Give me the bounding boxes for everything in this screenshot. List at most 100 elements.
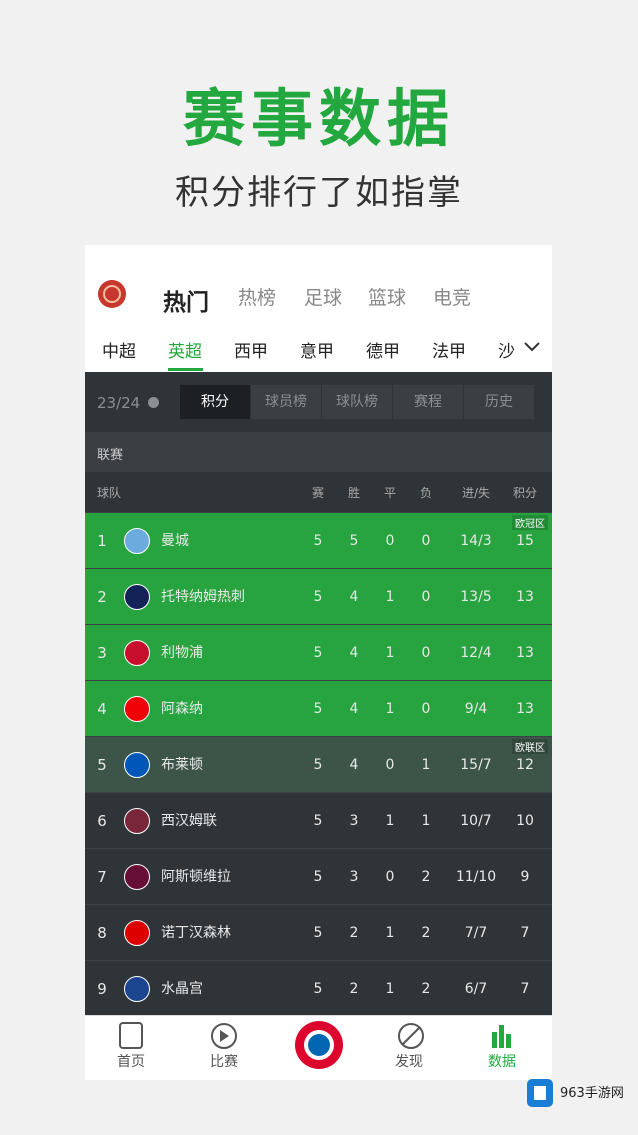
stat-drawn: 1 bbox=[385, 589, 395, 605]
expand-icon[interactable] bbox=[523, 340, 541, 354]
top-tab[interactable]: 电竞 bbox=[433, 287, 472, 309]
stat-points: 13 bbox=[516, 645, 534, 661]
center-badge[interactable] bbox=[294, 1020, 344, 1070]
league-tab[interactable]: 西甲 bbox=[234, 342, 268, 362]
team-name: 水晶宫 bbox=[161, 981, 203, 997]
stat-goals: 15/7 bbox=[460, 757, 492, 773]
team-logo bbox=[124, 752, 150, 778]
stat-drawn: 1 bbox=[385, 701, 395, 717]
rank: 9 bbox=[97, 980, 107, 998]
team-logo bbox=[124, 640, 150, 666]
stat-lost: 1 bbox=[421, 813, 431, 829]
season-check bbox=[148, 397, 159, 408]
stat-drawn: 1 bbox=[385, 981, 395, 997]
standings-row[interactable]: 9 水晶宫 5 2 1 2 6/7 7 bbox=[85, 960, 552, 1017]
team-logo bbox=[124, 976, 150, 1002]
stat-played: 5 bbox=[313, 869, 323, 885]
stat-goals: 14/3 bbox=[460, 533, 492, 549]
league-tab[interactable]: 法甲 bbox=[432, 342, 466, 362]
stat-lost: 0 bbox=[421, 533, 431, 549]
league-tab[interactable]: 英超 bbox=[168, 342, 202, 362]
top-tab[interactable]: 足球 bbox=[304, 287, 343, 309]
stat-lost: 0 bbox=[421, 645, 431, 661]
app-logo bbox=[98, 280, 126, 308]
stat-goals: 9/4 bbox=[464, 701, 488, 717]
stat-goals: 10/7 bbox=[460, 813, 492, 829]
stat-lost: 2 bbox=[421, 925, 431, 941]
stat-played: 5 bbox=[313, 645, 323, 661]
column-header: 球队 bbox=[97, 486, 122, 500]
top-tab[interactable]: 热门 bbox=[163, 290, 209, 316]
stat-won: 4 bbox=[349, 589, 359, 605]
stat-won: 4 bbox=[349, 757, 359, 773]
stat-lost: 2 bbox=[421, 981, 431, 997]
standings-row[interactable]: 3 利物浦 5 4 1 0 12/4 13 bbox=[85, 624, 552, 681]
nav-label[interactable]: 数据 bbox=[488, 1054, 516, 1070]
rank: 8 bbox=[97, 924, 107, 942]
stat-lost: 2 bbox=[421, 869, 431, 885]
sub-tab[interactable]: 球队榜 bbox=[322, 385, 392, 419]
rank: 3 bbox=[97, 644, 107, 662]
stat-points: 13 bbox=[516, 701, 534, 717]
standings-panel: 23/24 积分 球员榜 球队榜 赛程 历史 联赛 球队赛胜平负进/失 积分 1 曼城 5 5 0 0 14/… bbox=[85, 372, 552, 1017]
stat-won: 3 bbox=[349, 813, 359, 829]
watermark-logo bbox=[527, 1079, 553, 1107]
subtitle: 积分排行了如指掌 bbox=[175, 173, 463, 213]
stat-points: 15 bbox=[516, 533, 534, 549]
standings-row[interactable]: 7 阿斯顿维拉 5 3 0 2 11/10 9 bbox=[85, 848, 552, 905]
section-bar bbox=[85, 432, 552, 472]
nav-label[interactable]: 比赛 bbox=[210, 1054, 238, 1070]
stat-won: 4 bbox=[349, 645, 359, 661]
rank: 6 bbox=[97, 812, 107, 830]
standings-row[interactable]: 6 西汉姆联 5 3 1 1 10/7 10 bbox=[85, 792, 552, 849]
rank: 4 bbox=[97, 700, 107, 718]
top-tab[interactable]: 篮球 bbox=[368, 287, 407, 309]
rank: 1 bbox=[97, 532, 107, 550]
league-tab[interactable]: 意甲 bbox=[300, 342, 334, 362]
standings-row[interactable]: 5 布莱顿 5 4 0 1 15/7 12 欧联区 bbox=[85, 736, 552, 793]
stat-played: 5 bbox=[313, 701, 323, 717]
team-logo bbox=[124, 920, 150, 946]
rank: 2 bbox=[97, 588, 107, 606]
stat-lost: 1 bbox=[421, 757, 431, 773]
league-tab[interactable]: 中超 bbox=[102, 342, 136, 362]
standings-row[interactable]: 2 托特纳姆热刺 5 4 1 0 13/5 13 bbox=[85, 568, 552, 625]
sub-tab[interactable]: 球员榜 bbox=[251, 385, 321, 419]
season[interactable]: 23/24 bbox=[97, 394, 141, 412]
stat-goals: 6/7 bbox=[464, 981, 488, 997]
watermark: 963手游网 bbox=[560, 1086, 624, 1101]
sub-tab[interactable]: 历史 bbox=[464, 385, 534, 419]
column-header: 平 bbox=[383, 486, 396, 500]
standings-row[interactable]: 4 阿森纳 5 4 1 0 9/4 13 bbox=[85, 680, 552, 737]
stat-drawn: 1 bbox=[385, 925, 395, 941]
column-header: 赛 bbox=[311, 486, 324, 500]
stat-points: 13 bbox=[516, 589, 534, 605]
column-header: 胜 bbox=[347, 486, 360, 500]
team-logo bbox=[124, 864, 150, 890]
stat-drawn: 1 bbox=[385, 645, 395, 661]
nav-label[interactable]: 发现 bbox=[395, 1054, 423, 1070]
standings-row[interactable]: 1 曼城 5 5 0 0 14/3 15 欧冠区 bbox=[85, 512, 552, 569]
stat-won: 2 bbox=[349, 925, 359, 941]
zone-label: 欧冠区 bbox=[512, 515, 548, 530]
stat-drawn: 0 bbox=[385, 869, 395, 885]
standings-row[interactable]: 8 诺丁汉森林 5 2 1 2 7/7 7 bbox=[85, 904, 552, 961]
stat-goals: 13/5 bbox=[460, 589, 492, 605]
sub-tab[interactable]: 赛程 bbox=[393, 385, 463, 419]
stat-lost: 0 bbox=[421, 589, 431, 605]
league-tab[interactable]: 德甲 bbox=[366, 342, 400, 362]
section-label: 联赛 bbox=[97, 448, 124, 463]
stat-points: 7 bbox=[520, 981, 530, 997]
team-name: 布莱顿 bbox=[161, 757, 203, 773]
stat-drawn: 0 bbox=[385, 757, 395, 773]
team-name: 诺丁汉森林 bbox=[161, 925, 231, 941]
stat-points: 10 bbox=[516, 813, 534, 829]
stat-played: 5 bbox=[313, 925, 323, 941]
sub-tab[interactable]: 积分 bbox=[180, 385, 250, 419]
top-tab[interactable]: 热榜 bbox=[238, 287, 277, 309]
nav-label[interactable]: 首页 bbox=[117, 1054, 145, 1070]
team-logo bbox=[124, 584, 150, 610]
league-tab[interactable]: 沙 bbox=[498, 342, 515, 362]
stat-points: 9 bbox=[520, 869, 530, 885]
